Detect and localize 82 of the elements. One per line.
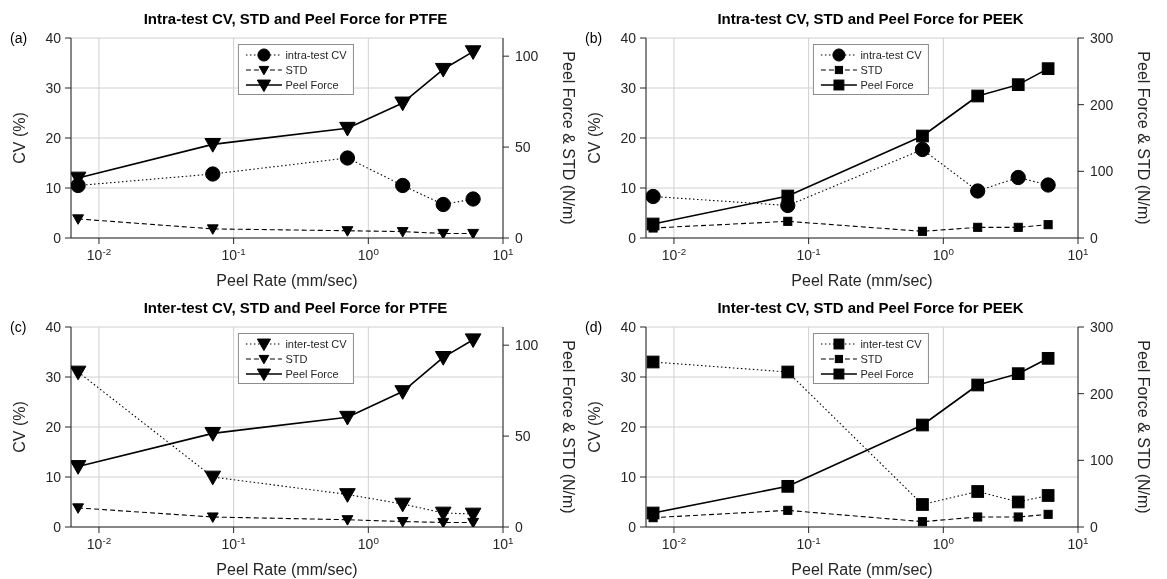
- y-tick-label: 40: [620, 30, 637, 46]
- x-tick-label: 10$^{-1}$: [796, 245, 821, 263]
- x-tick-label: 10$^{-2}$: [661, 534, 687, 552]
- y2-tick-label: 50: [515, 428, 531, 445]
- y-tick-label: 10: [620, 180, 637, 196]
- y-axis-title: CV (%): [10, 112, 28, 164]
- y-tick-label: 20: [45, 130, 62, 146]
- y-tick-label: 40: [45, 30, 62, 46]
- y2-tick-label: 100: [1090, 452, 1114, 469]
- y2-axis-title: Peel Force & STD (N/m): [1135, 51, 1153, 225]
- y-tick-label: 30: [620, 369, 637, 385]
- y-tick-label: 40: [45, 319, 62, 335]
- y-tick-label: 20: [620, 419, 637, 435]
- x-tick-label: 10$^{-1}$: [221, 245, 246, 263]
- x-tick-label: 10$^{-2}$: [86, 534, 112, 552]
- text: (a): [10, 30, 28, 46]
- y-tick-label: 20: [620, 130, 637, 146]
- y2-tick-label: 200: [1090, 385, 1114, 402]
- y2-tick-label: 200: [1090, 96, 1114, 113]
- y2-tick-label: 100: [515, 48, 539, 65]
- legend-label: STD: [860, 63, 883, 76]
- text: (d): [585, 319, 603, 335]
- y2-tick-label: 0: [1090, 519, 1098, 535]
- x-axis-title: Peel Rate (mm/sec): [791, 272, 933, 289]
- y-tick-label: 10: [620, 469, 637, 485]
- chart-title: Intra-test CV, STD and Peel Force for PEEK: [716, 10, 1025, 27]
- x-axis-title: Peel Rate (mm/sec): [791, 561, 933, 578]
- y-tick-label: 10: [45, 469, 62, 485]
- legend-label: STD: [860, 352, 883, 365]
- y2-axis-title: Peel Force & STD (N/m): [1135, 340, 1153, 514]
- y-tick-label: 0: [628, 519, 637, 535]
- legend-label: Peel Force: [860, 367, 914, 380]
- y-tick-label: 30: [45, 369, 62, 385]
- x-tick-label: 10$^{-2}$: [661, 245, 687, 263]
- y2-tick-label: 100: [1090, 163, 1114, 180]
- y2-tick-label: 0: [515, 519, 523, 535]
- x-tick-label: 10$^{1}$: [492, 534, 514, 552]
- x-tick-label: 10$^{0}$: [932, 245, 955, 263]
- y-axis-title: CV (%): [585, 112, 603, 164]
- text: (b): [585, 30, 603, 46]
- y-tick-label: 20: [45, 419, 62, 435]
- y2-tick-label: 50: [515, 139, 531, 156]
- legend-label: STD: [285, 352, 308, 365]
- legend-label: intra-test CV: [860, 48, 922, 61]
- x-axis-title: Peel Rate (mm/sec): [216, 272, 358, 289]
- y-tick-label: 0: [628, 230, 637, 246]
- legend-label: intra-test CV: [285, 48, 347, 61]
- chart-title: Inter-test CV, STD and Peel Force for PEEK: [716, 299, 1025, 316]
- y2-tick-label: 0: [1090, 230, 1098, 246]
- y2-axis-title: Peel Force & STD (N/m): [560, 51, 578, 225]
- y2-axis-title: Peel Force & STD (N/m): [560, 340, 578, 514]
- y-tick-label: 0: [53, 519, 62, 535]
- x-tick-label: 10$^{-1}$: [796, 534, 821, 552]
- text: (c): [10, 319, 27, 335]
- x-tick-label: 10$^{1}$: [492, 245, 514, 263]
- legend-label: inter-test CV: [285, 337, 347, 350]
- y2-tick-label: 300: [1090, 319, 1114, 335]
- y-axis-title: CV (%): [10, 401, 28, 453]
- x-tick-label: 10$^{-1}$: [221, 534, 246, 552]
- legend-label: Peel Force: [285, 78, 339, 91]
- legend-label: inter-test CV: [860, 337, 922, 350]
- x-tick-label: 10$^{0}$: [357, 245, 380, 263]
- y-tick-label: 40: [620, 319, 637, 335]
- legend-label: Peel Force: [285, 367, 339, 380]
- y2-tick-label: 300: [1090, 30, 1114, 46]
- y-tick-label: 30: [45, 80, 62, 96]
- y-axis-title: CV (%): [585, 401, 603, 453]
- y-tick-label: 30: [620, 80, 637, 96]
- chart-title: Inter-test CV, STD and Peel Force for PTFE: [142, 299, 449, 316]
- x-tick-label: 10$^{1}$: [1067, 245, 1089, 263]
- y2-tick-label: 0: [515, 230, 523, 246]
- x-tick-label: 10$^{0}$: [357, 534, 380, 552]
- chart-title: Intra-test CV, STD and Peel Force for PTFE: [142, 10, 449, 27]
- x-axis-title: Peel Rate (mm/sec): [216, 561, 358, 578]
- y2-tick-label: 100: [515, 337, 539, 354]
- y-tick-label: 10: [45, 180, 62, 196]
- legend-label: Peel Force: [860, 78, 914, 91]
- x-tick-label: 10$^{-2}$: [86, 245, 112, 263]
- y-tick-label: 0: [53, 230, 62, 246]
- x-tick-label: 10$^{1}$: [1067, 534, 1089, 552]
- x-tick-label: 10$^{0}$: [932, 534, 955, 552]
- legend-label: STD: [285, 63, 308, 76]
